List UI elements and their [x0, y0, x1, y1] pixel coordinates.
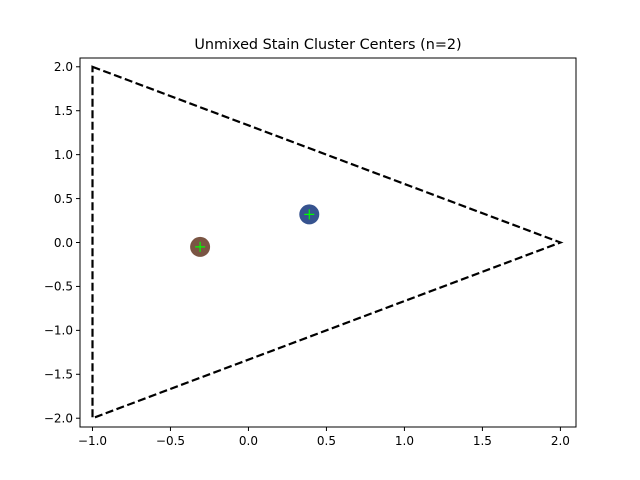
triangle-boundary	[91, 65, 564, 420]
x-tick-label: −1.0	[78, 434, 107, 448]
x-tick-label: −0.5	[156, 434, 185, 448]
y-tick-label: 0.0	[54, 236, 73, 250]
y-tick-label: 1.0	[54, 148, 73, 162]
y-tick-label: −1.5	[44, 368, 73, 382]
cluster-center-marker-2	[304, 209, 315, 220]
plot-layer: −1.0 −0.5 0.0 0.5 1.0 1.5 2.0 2.0 1.5 1.0 0.5 0.0 −0…	[44, 60, 570, 448]
y-tick-label: 1.5	[54, 104, 73, 118]
x-tick-label: 1.5	[473, 434, 492, 448]
y-tick-label: −2.0	[44, 412, 73, 426]
y-tick-label: −0.5	[44, 280, 73, 294]
x-tick-label: 2.0	[551, 434, 570, 448]
chart-title: Unmixed Stain Cluster Centers (n=2)	[194, 37, 461, 53]
y-tick-label: −1.0	[44, 324, 73, 338]
y-tick-label: 0.5	[54, 192, 73, 206]
plot-frame	[79, 57, 577, 428]
y-tick-label: 2.0	[54, 60, 73, 74]
x-tick-label: 0.5	[317, 434, 336, 448]
x-tick-label: 0.0	[239, 434, 258, 448]
x-tick-label: 1.0	[395, 434, 414, 448]
cluster-center-marker-1	[195, 241, 206, 252]
